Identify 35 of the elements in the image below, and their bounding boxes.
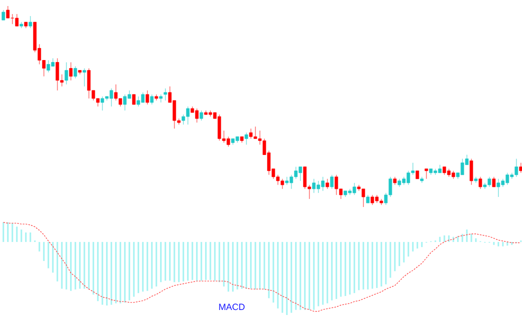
candlestick	[496, 178, 500, 198]
candlestick	[64, 62, 68, 85]
candlestick	[87, 68, 91, 99]
candlestick	[6, 6, 10, 18]
annotation: MACD	[219, 304, 245, 310]
candlestick	[114, 84, 118, 101]
candlestick	[470, 158, 474, 186]
candlestick	[82, 68, 86, 87]
candlestick	[370, 194, 374, 206]
candlestick	[249, 128, 253, 140]
candlestick	[326, 178, 330, 190]
candlestick	[330, 174, 334, 190]
candlestick	[136, 96, 140, 107]
candlestick	[312, 178, 316, 194]
candlestick	[519, 162, 522, 174]
candlestick	[424, 168, 428, 180]
candlestick	[100, 96, 104, 111]
candlestick	[303, 166, 307, 190]
candlestick	[150, 94, 154, 105]
candlestick	[146, 90, 150, 105]
candlestick	[15, 14, 19, 27]
candlestick	[492, 176, 496, 188]
candlestick	[69, 62, 73, 81]
candlestick	[28, 16, 32, 29]
candlestick	[2, 10, 6, 20]
candlestick	[132, 94, 136, 105]
candlestick	[56, 58, 60, 91]
candlestick	[74, 66, 78, 79]
candlestick	[478, 176, 482, 190]
candlestick	[164, 88, 168, 101]
candlestick	[200, 110, 204, 121]
candlestick	[334, 174, 338, 196]
candlestick	[244, 132, 248, 146]
candlestick	[46, 60, 50, 73]
candlestick	[123, 94, 127, 111]
